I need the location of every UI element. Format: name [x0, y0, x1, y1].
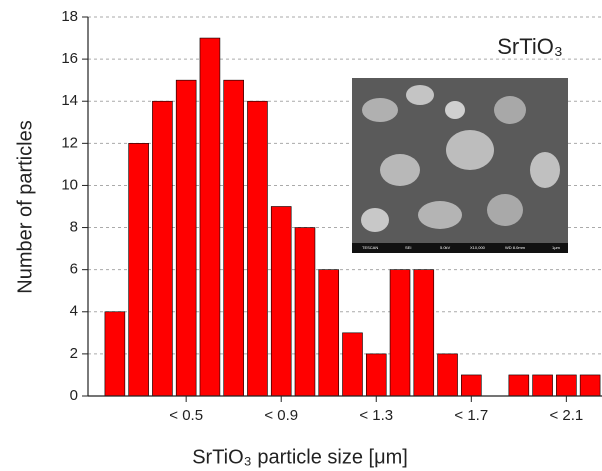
y-tick-label: 16 [61, 50, 78, 67]
annotation: SrTiO₃ [497, 34, 563, 59]
y-tick-label: 2 [70, 345, 78, 362]
bar [389, 269, 411, 397]
bar [175, 79, 197, 397]
y-tick-label: 12 [61, 134, 78, 151]
y-tick-label: 10 [61, 176, 78, 193]
y-tick-label: 4 [70, 303, 78, 320]
bar [318, 269, 340, 397]
inset-image: TESCAN SEI 5.0kV X10,000 WD 8.0mm 1μm [352, 78, 568, 253]
bar [556, 374, 577, 397]
x-tick-label: < 1.7 [454, 407, 488, 424]
bar [579, 374, 601, 397]
inset-label: TESCAN [362, 245, 378, 250]
bar [223, 79, 244, 397]
inset-label: SEI [405, 245, 411, 250]
y-tick-label: 0 [70, 387, 78, 404]
bar [342, 332, 363, 397]
y-tick-label: 8 [70, 219, 78, 236]
y-axis-label: Number of particles [14, 120, 36, 293]
inset-label: 5.0kV [440, 245, 451, 250]
inset-label: 1μm [552, 245, 561, 250]
x-tick-label: < 0.9 [264, 407, 298, 424]
bar [128, 143, 149, 397]
bar [294, 227, 316, 397]
y-tick-label: 14 [61, 92, 78, 109]
bar [365, 353, 387, 397]
bar [413, 269, 435, 397]
x-axis-label: SrTiO₃ particle size [μm] [192, 446, 408, 468]
inset-label: WD 8.0mm [505, 245, 526, 250]
bar [508, 374, 530, 397]
x-tick-label: < 2.1 [549, 407, 583, 424]
bar [152, 100, 173, 397]
x-tick-label: < 1.3 [359, 407, 393, 424]
inset-label: X10,000 [470, 245, 486, 250]
bar [270, 206, 292, 397]
bar [437, 353, 458, 397]
x-tick-label: < 0.5 [169, 407, 203, 424]
bar [247, 100, 268, 397]
bar [461, 374, 482, 397]
y-tick-label: 6 [70, 261, 78, 278]
bar [199, 37, 221, 397]
bar [532, 374, 553, 397]
y-tick-label: 18 [61, 8, 78, 25]
bar [104, 311, 126, 397]
